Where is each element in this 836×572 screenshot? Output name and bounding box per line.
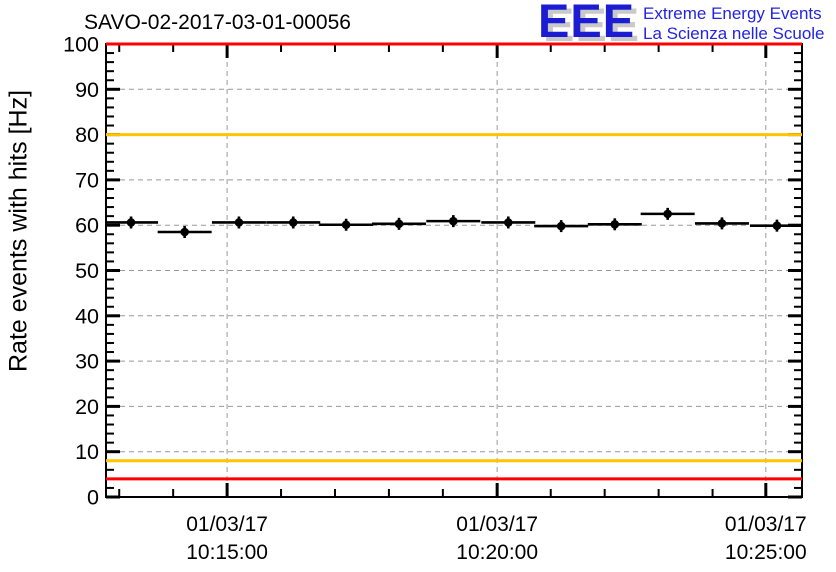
data-point-marker xyxy=(663,209,672,219)
y-axis-title: Rate events with hits [Hz] xyxy=(4,89,33,373)
y-tick-label: 90 xyxy=(75,78,99,102)
eee-logo-line2: La Scienza nelle Scuole xyxy=(643,24,825,43)
x-tick-time: 10:25:00 xyxy=(725,541,807,564)
x-tick-labels: 01/03/17 10:15:00 01/03/17 10:20:00 01/03/17… xyxy=(186,513,806,564)
eee-logo-line1: Extreme Energy Events xyxy=(643,4,822,23)
grid-lines xyxy=(120,44,802,497)
y-tick-label: 60 xyxy=(75,214,99,238)
eee-logo-text: Extreme Energy Events La Scienza nelle S… xyxy=(643,1,824,44)
chart-title: SAVO-02-2017-03-01-00056 xyxy=(84,11,351,34)
data-point-marker xyxy=(394,219,404,229)
threshold-lines xyxy=(106,42,802,481)
x-tick-date: 01/03/17 xyxy=(725,513,807,536)
data-point-marker xyxy=(180,227,189,237)
data-point-marker xyxy=(449,216,458,226)
y-tick-label: 100 xyxy=(63,33,99,57)
data-point-marker xyxy=(341,220,351,230)
data-point-marker xyxy=(610,219,620,229)
eee-logo-acronym: EEE xyxy=(538,0,636,47)
data-point-marker xyxy=(288,218,298,227)
y-tick-label: 50 xyxy=(75,259,99,283)
data-point-marker xyxy=(234,218,244,227)
y-tick-label: 40 xyxy=(75,304,99,328)
data-point-marker xyxy=(556,221,566,231)
data-point-marker xyxy=(503,218,513,227)
x-tick-time: 10:20:00 xyxy=(456,541,538,564)
y-tick-label: 30 xyxy=(75,350,99,374)
x-tick-date: 01/03/17 xyxy=(456,513,538,536)
x-tick-date: 01/03/17 xyxy=(186,513,268,536)
y-tick-label: 10 xyxy=(75,440,99,464)
x-tick-time: 10:15:00 xyxy=(186,541,268,564)
data-series-rate-events-with-hits xyxy=(106,207,802,238)
y-tick-label: 80 xyxy=(75,123,99,147)
y-tick-labels: 0 10 20 30 40 50 60 70 80 90 100 xyxy=(63,33,99,510)
data-point-marker xyxy=(126,218,136,227)
data-point-marker xyxy=(772,221,782,230)
y-tick-label: 0 xyxy=(87,486,99,510)
data-point-marker xyxy=(717,219,727,228)
eee-logo: EEE Extreme Energy Events La Scienza nel… xyxy=(538,0,825,47)
y-tick-label: 20 xyxy=(75,395,99,419)
y-tick-label: 70 xyxy=(75,168,99,192)
